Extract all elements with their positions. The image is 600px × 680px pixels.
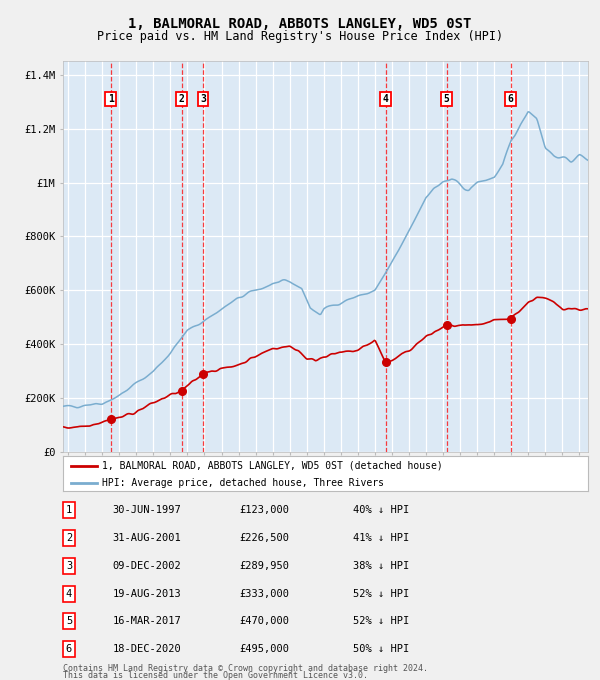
Text: 6: 6 <box>508 94 514 104</box>
Text: £495,000: £495,000 <box>239 644 289 654</box>
Text: 18-DEC-2020: 18-DEC-2020 <box>113 644 181 654</box>
Text: 52% ↓ HPI: 52% ↓ HPI <box>353 589 409 598</box>
Text: 1, BALMORAL ROAD, ABBOTS LANGLEY, WD5 0ST (detached house): 1, BALMORAL ROAD, ABBOTS LANGLEY, WD5 0S… <box>103 460 443 471</box>
Text: £226,500: £226,500 <box>239 533 289 543</box>
Text: 4: 4 <box>383 94 389 104</box>
Text: 31-AUG-2001: 31-AUG-2001 <box>113 533 181 543</box>
Text: 09-DEC-2002: 09-DEC-2002 <box>113 561 181 571</box>
Text: 1, BALMORAL ROAD, ABBOTS LANGLEY, WD5 0ST: 1, BALMORAL ROAD, ABBOTS LANGLEY, WD5 0S… <box>128 18 472 31</box>
Text: 2: 2 <box>179 94 185 104</box>
Text: HPI: Average price, detached house, Three Rivers: HPI: Average price, detached house, Thre… <box>103 478 385 488</box>
Text: 40% ↓ HPI: 40% ↓ HPI <box>353 505 409 515</box>
Text: 2: 2 <box>66 533 72 543</box>
Text: 38% ↓ HPI: 38% ↓ HPI <box>353 561 409 571</box>
Text: £470,000: £470,000 <box>239 616 289 626</box>
Text: Price paid vs. HM Land Registry's House Price Index (HPI): Price paid vs. HM Land Registry's House … <box>97 30 503 44</box>
Text: 1: 1 <box>66 505 72 515</box>
Text: This data is licensed under the Open Government Licence v3.0.: This data is licensed under the Open Gov… <box>63 671 368 680</box>
Text: 3: 3 <box>200 94 206 104</box>
Text: 30-JUN-1997: 30-JUN-1997 <box>113 505 181 515</box>
Text: 52% ↓ HPI: 52% ↓ HPI <box>353 616 409 626</box>
Text: Contains HM Land Registry data © Crown copyright and database right 2024.: Contains HM Land Registry data © Crown c… <box>63 664 428 673</box>
Text: 1: 1 <box>108 94 113 104</box>
Text: 6: 6 <box>66 644 72 654</box>
Text: 19-AUG-2013: 19-AUG-2013 <box>113 589 181 598</box>
Text: £333,000: £333,000 <box>239 589 289 598</box>
Text: 5: 5 <box>66 616 72 626</box>
Text: 5: 5 <box>444 94 449 104</box>
Text: £123,000: £123,000 <box>239 505 289 515</box>
Text: 41% ↓ HPI: 41% ↓ HPI <box>353 533 409 543</box>
Text: 16-MAR-2017: 16-MAR-2017 <box>113 616 181 626</box>
Text: 4: 4 <box>66 589 72 598</box>
Text: 3: 3 <box>66 561 72 571</box>
Text: £289,950: £289,950 <box>239 561 289 571</box>
Text: 50% ↓ HPI: 50% ↓ HPI <box>353 644 409 654</box>
